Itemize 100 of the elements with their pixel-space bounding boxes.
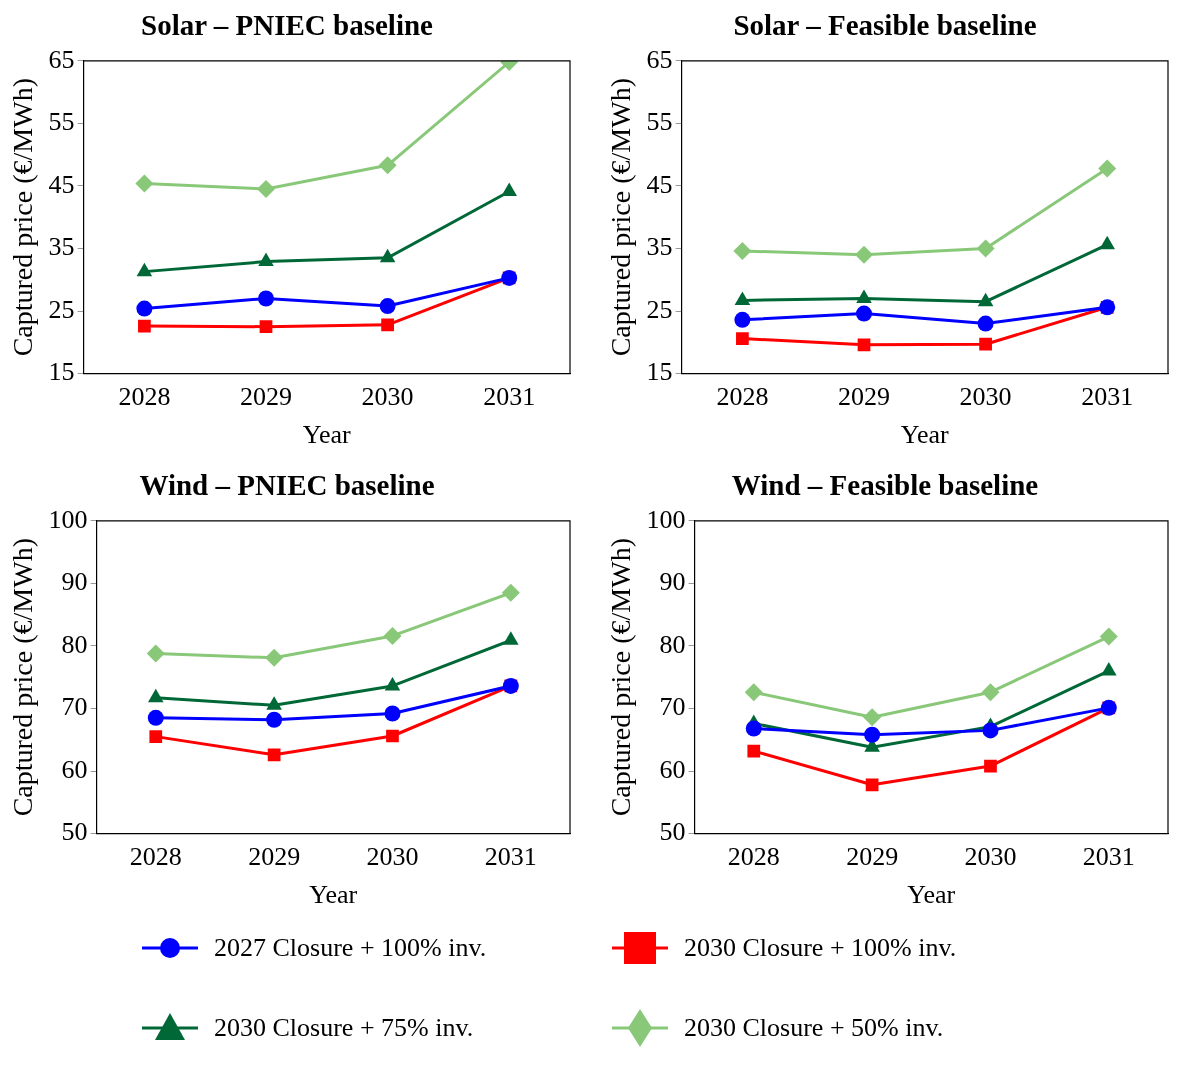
point: [257, 180, 275, 199]
y-axis-title: Captured price (€/MWh): [7, 78, 39, 357]
point: [857, 338, 871, 352]
point: [147, 709, 164, 726]
y-tick-label: 70: [659, 692, 686, 722]
point: [979, 337, 992, 351]
point: [977, 315, 994, 332]
point: [744, 683, 763, 702]
y-tick-label: 35: [48, 232, 75, 262]
x-tick-label: 2028: [727, 842, 780, 872]
y-tick-label: 80: [659, 629, 686, 659]
legend-label: 2030 Closure + 75% inv.: [214, 1013, 474, 1043]
point: [503, 631, 519, 645]
x-tick-label: 2030: [361, 382, 414, 412]
point: [734, 311, 751, 328]
y-tick-label: 60: [659, 754, 686, 784]
y-tick-label: 15: [646, 357, 673, 387]
chart-title: Wind – PNIEC baseline: [139, 468, 435, 501]
point: [734, 291, 751, 305]
point: [863, 708, 882, 727]
x-tick-label: 2028: [716, 382, 769, 412]
y-tick-label: 60: [61, 754, 88, 784]
legend-label: 2030 Closure + 100% inv.: [684, 933, 957, 963]
point: [856, 305, 872, 322]
y-tick-label: 15: [48, 357, 75, 387]
x-tick-label: 2029: [846, 842, 899, 872]
x-tick-label: 2030: [959, 382, 1012, 412]
point: [856, 289, 872, 304]
y-axis-title: Captured price (€/MWh): [605, 538, 637, 817]
point: [386, 729, 399, 743]
point: [267, 748, 281, 762]
x-tick-label: 2030: [366, 842, 419, 872]
point: [146, 644, 165, 663]
point: [384, 705, 401, 722]
point: [135, 174, 154, 193]
y-tick-label: 70: [61, 692, 88, 722]
x-tick-label: 2031: [483, 382, 536, 412]
point: [747, 744, 761, 758]
point: [865, 778, 879, 792]
y-axis-title: Captured price (€/MWh): [7, 538, 39, 817]
x-tick-label: 2031: [1081, 382, 1134, 412]
y-tick-label: 25: [48, 294, 75, 324]
point: [977, 292, 994, 307]
point: [981, 683, 1000, 702]
point: [265, 648, 284, 667]
point: [855, 245, 873, 264]
point: [501, 583, 520, 602]
legend-label: 2027 Closure + 100% inv.: [214, 933, 487, 963]
x-tick-label: 2029: [248, 842, 301, 872]
x-axis-title: Year: [907, 880, 956, 910]
chart-title: Solar – Feasible baseline: [733, 8, 1037, 41]
x-tick-label: 2031: [1082, 842, 1135, 872]
point: [1099, 235, 1115, 250]
point: [259, 320, 273, 334]
x-tick-label: 2028: [118, 382, 171, 412]
point: [1098, 159, 1117, 178]
point: [984, 759, 997, 773]
point: [136, 300, 153, 317]
y-tick-label: 50: [659, 817, 686, 847]
point: [733, 241, 752, 260]
x-tick-label: 2029: [838, 382, 890, 412]
point: [266, 711, 283, 728]
y-tick-label: 100: [646, 504, 686, 534]
y-tick-label: 35: [646, 232, 673, 262]
y-tick-label: 50: [61, 817, 88, 847]
point: [736, 332, 749, 345]
chart-title: Solar – PNIEC baseline: [141, 8, 434, 41]
y-tick-label: 65: [48, 44, 75, 74]
point: [149, 730, 163, 743]
point: [379, 298, 396, 315]
point: [258, 290, 274, 307]
y-tick-label: 65: [646, 44, 673, 74]
chart-title: Wind – Feasible baseline: [731, 468, 1039, 501]
point: [1099, 627, 1118, 646]
y-tick-label: 90: [659, 567, 686, 597]
y-tick-label: 55: [646, 107, 673, 137]
y-tick-label: 25: [646, 294, 673, 324]
x-tick-label: 2031: [484, 842, 537, 872]
y-tick-label: 45: [48, 169, 75, 199]
y-tick-label: 55: [48, 107, 75, 137]
point: [745, 720, 762, 737]
x-tick-label: 2030: [964, 842, 1017, 872]
point: [378, 156, 397, 175]
point: [381, 318, 394, 332]
point: [383, 626, 402, 645]
x-axis-title: Year: [900, 420, 950, 450]
y-tick-label: 80: [61, 629, 88, 659]
y-tick-label: 45: [646, 169, 673, 199]
x-tick-label: 2028: [129, 842, 182, 872]
legend-label: 2030 Closure + 50% inv.: [684, 1013, 944, 1043]
point: [138, 319, 151, 333]
point: [982, 722, 999, 739]
x-tick-label: 2029: [240, 382, 292, 412]
y-tick-label: 90: [61, 567, 88, 597]
y-axis-title: Captured price (€/MWh): [605, 78, 637, 357]
x-axis-title: Year: [309, 880, 358, 910]
y-tick-label: 100: [48, 504, 88, 534]
point: [864, 726, 881, 743]
point: [976, 239, 995, 258]
x-axis-title: Year: [302, 420, 352, 450]
